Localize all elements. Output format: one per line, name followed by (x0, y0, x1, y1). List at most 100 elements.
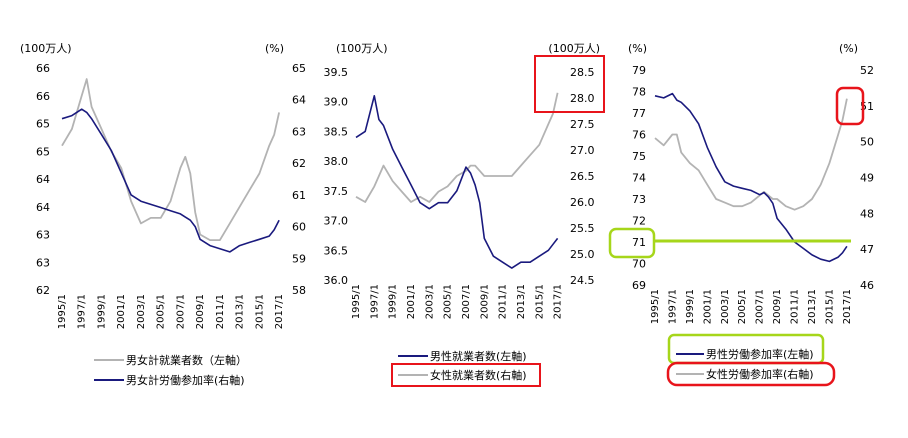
left-axis-tick-label: 38.5 (324, 125, 349, 138)
right-axis-tick-label: 46 (860, 279, 874, 292)
x-axis-tick-label: 2015/1 (824, 289, 835, 324)
x-axis-tick-label: 2007/1 (755, 289, 766, 324)
highlight-box-right-axis-top (534, 55, 605, 113)
left-axis-tick-label: 69 (632, 279, 646, 292)
chart1-left-unit-label: (100万人) (20, 42, 72, 55)
chart1-right-unit-label: (%) (265, 42, 284, 55)
left-axis-tick-label: 63 (36, 229, 50, 242)
highlight-box-female-legend (391, 363, 541, 387)
right-axis-tick-label: 26.5 (570, 170, 595, 183)
x-axis-tick-label: 1999/1 (388, 284, 399, 319)
right-axis-tick-label: 59 (292, 252, 306, 265)
chart3-legend: 男性労働参加率(左軸) 女性労働参加率(右軸) (666, 333, 836, 387)
left-axis-tick-label: 36.0 (324, 274, 349, 287)
chart1-legend-label-2: 男女計労働参加率(右軸) (126, 373, 245, 387)
x-axis-tick-label: 1999/1 (96, 294, 107, 329)
x-axis-tick-label: 2011/1 (498, 284, 509, 319)
right-axis-tick-label: 60 (292, 221, 306, 234)
chart1-legend-label-1: 男女計就業者数（左軸） (126, 353, 247, 367)
highlight-box-71-tick (608, 227, 656, 259)
chart2-left-unit-label: (100万人) (336, 42, 388, 55)
right-axis-tick-label: 25.5 (570, 222, 595, 235)
chart2-legend: 男性就業者数(左軸) 女性就業者数(右軸) (391, 349, 541, 387)
x-axis-tick-label: 2001/1 (702, 289, 713, 324)
left-axis-tick-label: 64 (36, 173, 50, 186)
x-axis-tick-label: 2005/1 (737, 289, 748, 324)
left-axis-tick-label: 75 (632, 150, 646, 163)
left-axis-tick-label: 38.0 (324, 155, 349, 168)
x-axis-tick-label: 1997/1 (77, 294, 88, 329)
series-line-dark (61, 108, 280, 253)
right-axis-tick-label: 65 (292, 62, 306, 75)
x-axis-tick-label: 2011/1 (790, 289, 801, 324)
left-axis-tick-label: 65 (36, 118, 50, 131)
right-axis-tick-label: 64 (292, 94, 306, 107)
left-axis-tick-label: 77 (632, 107, 646, 120)
chart-participation-by-gender: 7978777675747372717069525150494847461995… (632, 64, 874, 324)
x-axis-tick-label: 2009/1 (195, 294, 206, 329)
x-axis-tick-label: 2013/1 (807, 289, 818, 324)
x-axis-tick-label: 2003/1 (424, 284, 435, 319)
x-axis-tick-label: 2001/1 (406, 284, 417, 319)
left-axis-tick-label: 39.0 (324, 96, 349, 109)
left-axis-tick-label: 62 (36, 284, 50, 297)
x-axis-tick-label: 2007/1 (461, 284, 472, 319)
right-axis-tick-label: 28.5 (570, 66, 595, 79)
x-axis-tick-label: 2015/1 (534, 284, 545, 319)
x-axis-tick-label: 1995/1 (351, 284, 362, 319)
left-axis-tick-label: 64 (36, 201, 50, 214)
left-axis-tick-label: 70 (632, 258, 646, 271)
left-axis-tick-label: 73 (632, 193, 646, 206)
right-axis-tick-label: 61 (292, 189, 306, 202)
left-axis-tick-label: 72 (632, 215, 646, 228)
left-axis-tick-label: 39.5 (324, 66, 349, 79)
series-line-gray (355, 92, 559, 203)
x-axis-tick-label: 2009/1 (479, 284, 490, 319)
left-axis-tick-label: 36.5 (324, 244, 349, 257)
right-axis-tick-label: 62 (292, 157, 306, 170)
highlight-box-female-legend (666, 361, 836, 387)
right-axis-tick-label: 25.0 (570, 248, 595, 261)
x-axis-tick-label: 2017/1 (553, 284, 564, 319)
left-axis-tick-label: 71 (632, 236, 646, 249)
right-axis-tick-label: 28.0 (570, 92, 595, 105)
left-axis-tick-label: 78 (632, 86, 646, 99)
x-axis-tick-label: 2003/1 (136, 294, 147, 329)
right-axis-tick-label: 48 (860, 207, 874, 220)
right-axis-tick-label: 52 (860, 64, 874, 77)
series-line-dark (355, 95, 559, 269)
x-axis-tick-label: 2011/1 (215, 294, 226, 329)
chart1-legend: 男女計就業者数（左軸） 男女計労働参加率(右軸) (94, 353, 247, 387)
x-axis-tick-label: 2017/1 (842, 289, 853, 324)
chart2-right-unit-label: (100万人) (548, 42, 600, 55)
chart3-legend-label-1: 男性労働参加率(左軸) (706, 347, 814, 361)
chart3-legend-label-2: 女性労働参加率(右軸) (706, 367, 814, 381)
chart-employment-by-gender: 39.5 39.0 38.5 38.0 37.5 37.0 36.5 36.0 28.5 28.0… (324, 66, 595, 319)
x-axis-tick-label: 2009/1 (772, 289, 783, 324)
left-axis-tick-label: 66 (36, 62, 50, 75)
x-axis-tick-label: 2013/1 (516, 284, 527, 319)
left-axis-tick-label: 63 (36, 256, 50, 269)
x-axis-tick-label: 2001/1 (116, 294, 127, 329)
x-axis-tick-label: 2005/1 (443, 284, 454, 319)
left-axis-tick-label: 66 (36, 90, 50, 103)
chart-total-employment: 66 66 65 65 64 64 63 63 62 65 64 63 62 61 60 59 58 1995/1… (36, 62, 306, 329)
right-axis-tick-label: 58 (292, 284, 306, 297)
chart3-left-unit-label: (%) (628, 42, 647, 55)
right-axis-tick-label: 50 (860, 136, 874, 149)
x-axis-tick-label: 2013/1 (235, 294, 246, 329)
x-axis-tick-label: 2007/1 (175, 294, 186, 329)
x-axis-tick-label: 2015/1 (254, 294, 265, 329)
highlight-box-51-tick (835, 86, 865, 126)
series-line-gray (61, 78, 280, 242)
right-axis-tick-label: 27.5 (570, 118, 595, 131)
right-axis-tick-label: 24.5 (570, 274, 595, 287)
left-axis-tick-label: 79 (632, 64, 646, 77)
chart3-right-unit-label: (%) (839, 42, 858, 55)
x-axis-tick-label: 1995/1 (650, 289, 661, 324)
x-axis-tick-label: 2003/1 (720, 289, 731, 324)
chart2-legend-label-2: 女性就業者数(右軸) (430, 368, 527, 382)
series-line-gray (654, 98, 848, 211)
left-axis-tick-label: 37.5 (324, 185, 349, 198)
